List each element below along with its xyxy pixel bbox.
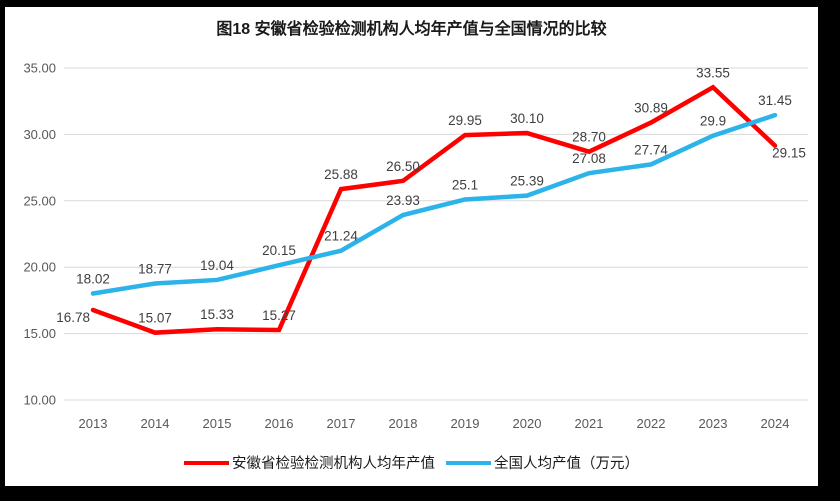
x-axis-tick-label: 2013	[79, 416, 108, 431]
legend-item-anhui: 安徽省检验检测机构人均年产值	[184, 452, 435, 473]
data-label: 18.02	[76, 271, 110, 286]
legend-label-anhui: 安徽省检验检测机构人均年产值	[232, 456, 435, 472]
data-label: 20.15	[262, 243, 296, 258]
x-axis-tick-label: 2017	[327, 416, 356, 431]
data-label: 25.88	[324, 167, 358, 182]
series-line-0	[90, 84, 778, 335]
data-label: 18.77	[138, 262, 172, 277]
data-label: 16.78	[56, 310, 90, 325]
series-line-1	[90, 112, 778, 296]
data-label: 19.04	[200, 258, 234, 273]
data-label: 27.08	[572, 151, 606, 166]
legend-item-national: 全国人均产值（万元）	[446, 452, 639, 473]
data-label: 26.50	[386, 159, 420, 174]
y-axis-tick-label: 20.00	[23, 260, 56, 275]
data-label: 30.10	[510, 111, 544, 126]
data-label: 25.1	[452, 177, 478, 192]
x-axis-tick-label: 2022	[637, 416, 666, 431]
y-axis-tick-label: 10.00	[23, 393, 56, 408]
data-label: 27.74	[634, 142, 668, 157]
data-label: 33.55	[696, 65, 730, 80]
x-axis-tick-label: 2018	[389, 416, 418, 431]
data-label: 15.07	[138, 311, 172, 326]
legend-swatch-anhui-line	[184, 460, 229, 465]
legend-label-national: 全国人均产值（万元）	[494, 456, 639, 472]
y-axis-tick-label: 25.00	[23, 193, 56, 208]
x-axis-tick-label: 2024	[761, 416, 790, 431]
x-axis-tick-label: 2015	[203, 416, 232, 431]
data-label: 15.33	[200, 307, 234, 322]
x-axis-tick-label: 2014	[141, 416, 170, 431]
chart-card: 图18 安徽省检验检测机构人均年产值与全国情况的比较 10.00 15.00 20.…	[5, 7, 818, 486]
data-label: 29.95	[448, 113, 482, 128]
x-axis-tick-label: 2020	[513, 416, 542, 431]
x-axis-tick-label: 2021	[575, 416, 604, 431]
data-label: 28.70	[572, 130, 606, 145]
data-label: 15.27	[262, 308, 296, 323]
data-label: 29.9	[700, 114, 726, 129]
data-label: 25.39	[510, 174, 544, 189]
line-chart: 10.00 15.00 20.00 25.00 30.00 35.00 2013 2014 20…	[23, 61, 808, 431]
x-axis-tick-label: 2023	[699, 416, 728, 431]
y-axis-tick-label: 35.00	[23, 61, 56, 76]
data-label: 29.15	[772, 146, 806, 161]
data-label: 30.89	[634, 101, 668, 116]
data-label: 31.45	[758, 93, 792, 108]
chart-title: 图18 安徽省检验检测机构人均年产值与全国情况的比较	[216, 21, 607, 38]
y-axis-tick-label: 15.00	[23, 326, 56, 341]
legend-swatch-national-line	[446, 460, 491, 465]
data-label: 21.24	[324, 229, 358, 244]
x-axis-tick-label: 2016	[265, 416, 294, 431]
data-label: 23.93	[386, 193, 420, 208]
y-axis-tick-label: 30.00	[23, 127, 56, 142]
chart-legend: 安徽省检验检测机构人均年产值 全国人均产值（万元）	[5, 452, 818, 473]
x-axis-tick-label: 2019	[451, 416, 480, 431]
